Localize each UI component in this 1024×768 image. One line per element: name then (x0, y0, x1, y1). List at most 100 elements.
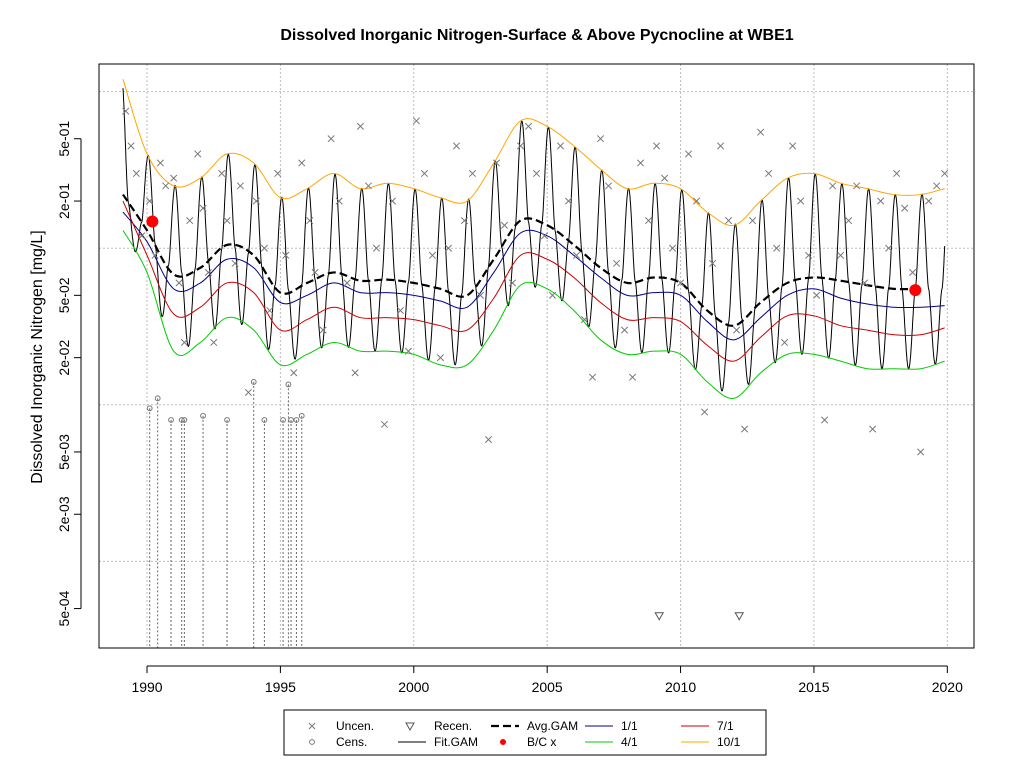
uncensored-point (909, 268, 917, 277)
uncensored-point (564, 197, 573, 205)
recensored-point (654, 612, 665, 621)
uncensored-point (404, 347, 413, 355)
uncensored-point (260, 244, 268, 252)
uncensored-point (628, 373, 637, 381)
uncensored-point (138, 232, 146, 240)
legend-label: Uncen. (336, 719, 374, 733)
uncensored-point (210, 338, 218, 347)
x-tick-label: 1990 (131, 679, 162, 695)
bc-point (146, 215, 159, 228)
censored-point (280, 417, 286, 423)
x-tick-label: 2000 (398, 679, 429, 695)
uncensored-point (717, 142, 725, 150)
legend-item: Fit.GAM (398, 735, 478, 749)
uncensored-point (805, 251, 813, 259)
chart-title: Dissolved Inorganic Nitrogen-Surface & A… (280, 27, 793, 44)
x-tick-label: 2020 (932, 679, 963, 695)
axes: 1990 1995 2000 2005 2010 2015 2020 5e-04 2e-03 5e… (56, 121, 963, 695)
uncensored-point (170, 174, 178, 182)
uncensored-point (861, 279, 869, 287)
uncensored-point (725, 217, 733, 225)
censored-point (250, 379, 257, 385)
uncensored-point (122, 107, 130, 115)
legend-item: Avg.GAM (491, 719, 578, 733)
uncensored-point (194, 150, 202, 158)
uncensored-point (444, 244, 453, 252)
uncensored-point (749, 217, 757, 225)
uncensored-point (685, 150, 693, 158)
uncensored-point (428, 251, 437, 259)
uncensored-point (797, 197, 805, 205)
legend-item: 1/1 (585, 719, 638, 733)
uncensored-point (252, 197, 260, 205)
uncensored-point (885, 244, 893, 252)
legend-marker-x (308, 722, 316, 730)
censored-point (298, 412, 305, 419)
uncensored-point (484, 435, 493, 444)
uncensored-point (668, 244, 677, 252)
uncensored-point (335, 197, 343, 205)
y-tick-label: 2e-01 (56, 183, 72, 219)
legend-label: Recen. (434, 719, 472, 733)
x-tick-label: 2005 (532, 679, 563, 695)
uncensored-point (266, 306, 274, 315)
legend-label: Cens. (336, 735, 367, 749)
grid-lines (99, 64, 974, 648)
uncensored-point (319, 326, 327, 334)
uncensored-point (204, 268, 212, 277)
censored-point (261, 417, 268, 423)
uncensored-point (620, 326, 629, 334)
fit-gam-line (122, 88, 946, 392)
legend-label: 10/1 (717, 735, 741, 749)
uncensored-point (476, 291, 485, 299)
legend-marker-circle (309, 739, 315, 745)
uncensored-point (933, 182, 941, 190)
series-line-4-1 (122, 230, 945, 399)
uncensored-point (162, 182, 170, 190)
y-tick-label: 5e-03 (56, 434, 72, 470)
series-line-10-1 (122, 79, 945, 227)
uncensored-point (500, 221, 509, 229)
uncensored-point (244, 388, 252, 396)
uncensored-point (709, 259, 717, 267)
plot-frame (98, 63, 975, 649)
censored-point (293, 417, 300, 423)
uncensored-point (151, 251, 159, 259)
legend-label: 1/1 (621, 719, 638, 733)
uncensored-point (941, 169, 949, 178)
uncensored-point (548, 291, 557, 299)
uncensored-point (677, 279, 685, 287)
legend-label: 4/1 (621, 735, 638, 749)
y-tick-label: 5e-01 (56, 121, 72, 157)
series-line-7-1 (122, 200, 945, 362)
uncensored-point (845, 217, 853, 225)
uncensored-point (813, 291, 821, 299)
uncensored-point (757, 128, 765, 136)
legend-label: B/C x (527, 735, 556, 749)
uncensored-point (298, 159, 306, 167)
legend-item: 4/1 (585, 735, 638, 749)
uncensored-point (789, 142, 797, 150)
censored-point (200, 412, 206, 419)
legend-item: Uncen. (308, 719, 374, 733)
legend: Uncen. Cens. Recen. Fit.GAM Avg.GAM B/C x 1/1 4… (283, 709, 767, 756)
x-tick-label: 2010 (665, 679, 696, 695)
censored-point (154, 395, 161, 402)
uncensored-point (652, 142, 661, 150)
y-tick-label: 5e-02 (56, 277, 72, 313)
legend-label: Avg.GAM (527, 719, 578, 733)
uncensored-point (306, 217, 314, 225)
series-layer (122, 79, 949, 648)
legend-label: Fit.GAM (434, 735, 478, 749)
uncensored-point (524, 122, 533, 130)
uncensored-point (925, 197, 933, 205)
uncensored-point (612, 259, 621, 267)
legend-item: 10/1 (681, 735, 741, 749)
uncensored-point (853, 182, 861, 190)
censored-point (224, 417, 230, 423)
uncensored-point (223, 217, 231, 225)
series-line-1-1 (122, 211, 945, 341)
uncensored-point (580, 316, 589, 324)
uncensored-point (556, 142, 565, 150)
